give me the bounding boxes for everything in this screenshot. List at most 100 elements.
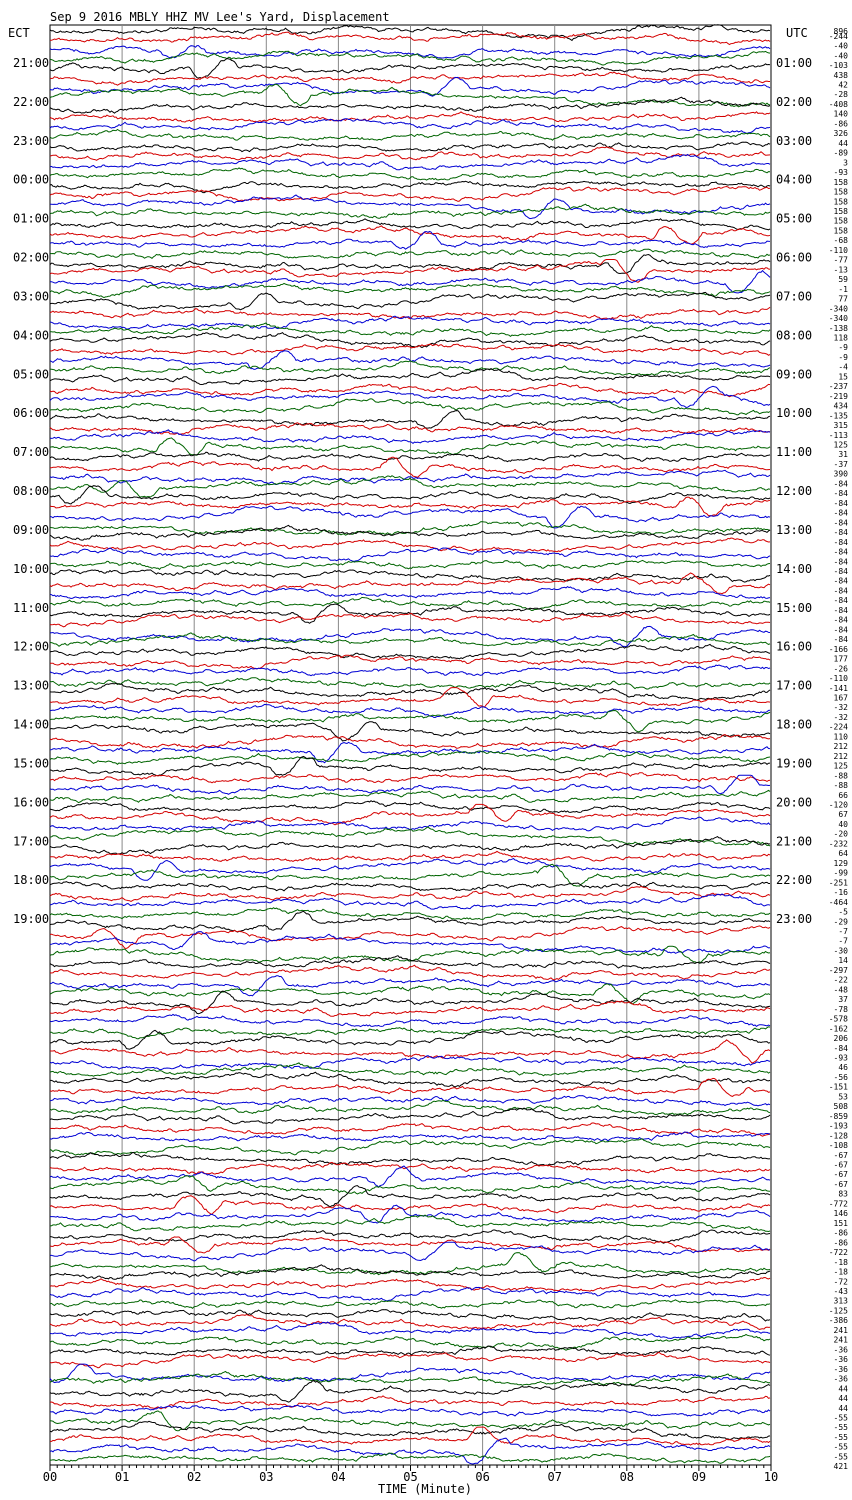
trace-line: [50, 194, 771, 220]
left-hour-label: 19:00: [13, 912, 49, 926]
trace-line: [49, 1404, 771, 1417]
trace-group: [49, 24, 771, 1465]
trace-offset: -86: [834, 1238, 849, 1247]
trace-line: [49, 456, 771, 478]
trace-line: [49, 331, 771, 349]
trace-offset: -93: [834, 1053, 849, 1062]
trace-offset: -108: [829, 1141, 848, 1150]
trace-offset: -120: [829, 801, 848, 810]
trace-line: [49, 343, 771, 356]
trace-line: [49, 1333, 771, 1351]
trace-offset: 3: [843, 158, 848, 167]
trace-line: [49, 547, 771, 562]
trace-line: [49, 1107, 771, 1125]
trace-line: [49, 225, 771, 245]
trace-line: [49, 800, 771, 814]
trace-line: [49, 755, 771, 777]
trace-line: [49, 625, 771, 648]
trace-offset: 44: [838, 139, 848, 148]
trace-offset: -18: [834, 1268, 849, 1277]
trace-line: [49, 885, 771, 902]
trace-line: [49, 485, 771, 505]
trace-line: [49, 315, 771, 330]
trace-offset: -84: [834, 479, 849, 488]
trace-line: [49, 709, 771, 733]
right-hour-label: 06:00: [776, 251, 812, 265]
trace-offset: -138: [829, 324, 848, 333]
right-hour-label: 04:00: [776, 173, 812, 187]
trace-line: [49, 1165, 771, 1188]
right-hour-label: 11:00: [776, 445, 812, 459]
trace-line: [49, 945, 771, 964]
x-tick-label: 01: [115, 1470, 129, 1484]
trace-line: [49, 721, 771, 742]
left-hour-label: 08:00: [13, 484, 49, 498]
trace-line: [49, 857, 771, 881]
right-hour-label: 16:00: [776, 640, 812, 654]
trace-offset: 158: [834, 188, 849, 197]
trace-line: [49, 306, 771, 320]
trace-offset: -244: [829, 32, 848, 41]
right-hour-label: 17:00: [776, 679, 812, 693]
trace-line: [49, 230, 771, 250]
trace-line: [49, 964, 771, 981]
trace-offset: -84: [834, 548, 849, 557]
x-axis-label: TIME (Minute): [378, 1482, 472, 1496]
trace-offset: -340: [829, 304, 848, 313]
trace-offset: -56: [834, 1073, 849, 1082]
trace-offset: -55: [834, 1452, 849, 1461]
trace-line: [49, 632, 771, 647]
trace-offset: -113: [829, 431, 848, 440]
left-hour-label: 15:00: [13, 756, 49, 770]
trace-line: [49, 803, 771, 826]
trace-offset: -88: [834, 771, 849, 780]
trace-offset: -125: [829, 1306, 848, 1315]
trace-offset: -232: [829, 839, 848, 848]
trace-line: [49, 1055, 771, 1071]
trace-line: [49, 1395, 771, 1410]
trace-offset: -28: [834, 90, 849, 99]
trace-offset: -40: [834, 51, 849, 60]
trace-offset: -88: [834, 781, 849, 790]
trace-line: [50, 1039, 771, 1064]
trace-offset: -36: [834, 1345, 849, 1354]
trace-offset: 158: [834, 217, 849, 226]
trace-offset: -99: [834, 869, 849, 878]
trace-line: [49, 1363, 771, 1384]
x-tick-label: 09: [692, 1470, 706, 1484]
trace-offset: 53: [838, 1092, 848, 1101]
trace-line: [49, 469, 771, 486]
trace-offset: -297: [829, 966, 848, 975]
trace-offset: 40: [838, 820, 848, 829]
trace-offset: -9: [838, 343, 848, 352]
right-hour-label: 20:00: [776, 795, 812, 809]
trace-line: [49, 282, 771, 299]
trace-offset: -55: [834, 1443, 849, 1452]
trace-line: [49, 382, 771, 398]
trace-offset: -20: [834, 830, 849, 839]
left-hour-label: 21:00: [13, 56, 49, 70]
right-hour-label: 23:00: [776, 912, 812, 926]
right-hour-label: 05:00: [776, 212, 812, 226]
trace-offset: -408: [829, 100, 848, 109]
left-hour-label: 05:00: [13, 367, 49, 381]
trace-offset: 146: [834, 1209, 849, 1218]
trace-line: [49, 881, 770, 892]
trace-offset: 315: [834, 421, 849, 430]
trace-line: [49, 253, 771, 275]
trace-offset: -7: [838, 927, 848, 936]
trace-line: [49, 1420, 771, 1441]
trace-line: [49, 1151, 771, 1166]
right-hour-label: 10:00: [776, 406, 812, 420]
trace-offset: -84: [834, 616, 849, 625]
right-hour-label: 18:00: [776, 718, 812, 732]
trace-line: [49, 1321, 771, 1340]
trace-line: [49, 71, 770, 86]
trace-offset: 14: [838, 956, 848, 965]
trace-line: [49, 1077, 771, 1097]
trace-line: [49, 826, 771, 847]
trace-line: [49, 931, 771, 954]
right-hour-label: 13:00: [776, 523, 812, 537]
right-hour-labels: 01:00 02:00 03:00 04:00 05:00 06:00 07:00 08:00…: [776, 56, 812, 926]
x-axis-ticks: 00 01 02 03 04 05 06 07 08 09 10: [43, 1465, 778, 1484]
